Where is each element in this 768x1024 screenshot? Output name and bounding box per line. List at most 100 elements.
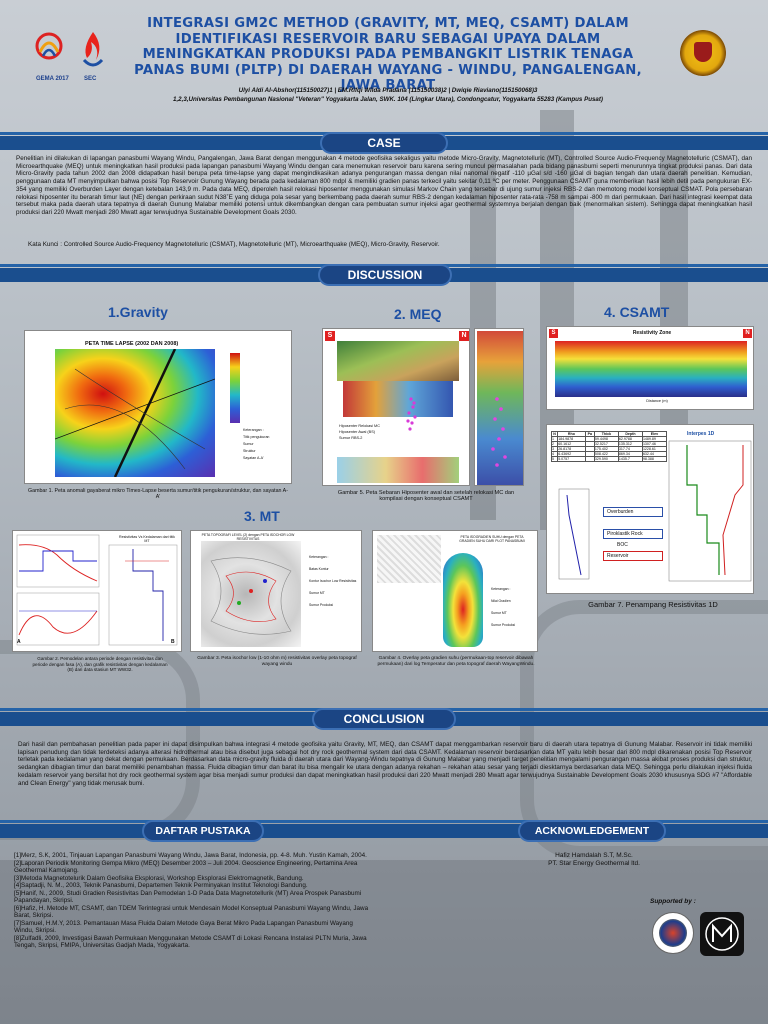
conclusion-text: Dari hasil dan pembahasan penelitian pad… <box>18 741 752 787</box>
table-cell: 98.388 <box>641 456 668 462</box>
meq-heading: 2. MEQ <box>394 306 442 322</box>
mt-heading: 3. MT <box>244 508 280 524</box>
reference-list: [1]Merz, S.K, 2001, Tinjauan Lapangan Pa… <box>14 852 370 950</box>
mt-gradient-basemap <box>377 535 441 583</box>
ack-company: PT. Star Energy Geothermal ltd. <box>548 860 640 867</box>
sec-logo-label: SEC <box>84 76 97 82</box>
csamt-caption: Gambar 7. Penampang Resistivitas 1D <box>588 600 718 609</box>
mt-fig2-caption: Gambar 2. Pemodelan antara periode denga… <box>32 656 168 673</box>
meq-profile-hypocenters <box>491 397 507 467</box>
references-heading: DAFTAR PUSTAKA <box>142 820 264 842</box>
meq-basemap <box>337 457 459 483</box>
gravity-colorbar <box>230 353 240 423</box>
csamt-distance-label: Distance (m) <box>646 399 668 403</box>
poster-header: GEMA 2017 SEC INTEGRASI GM2C METHOD (GRA… <box>0 0 768 118</box>
gema-logo-label: GEMA 2017 <box>36 76 69 82</box>
legend-item: Keterangan : <box>309 555 329 559</box>
csamt-interpes-title: Interpes 1D <box>687 431 715 437</box>
university-seal-icon <box>680 30 726 76</box>
csamt-figure-zone: S N Resistivity Zone Distance (m) <box>546 326 754 410</box>
mt-gradient-map <box>443 553 483 647</box>
meq-dir-s: S <box>325 331 335 341</box>
meq-hypocenters <box>406 397 417 431</box>
sponsor-logo-2-icon <box>700 912 744 956</box>
reference-item: [6]Hafiz, H. Metode MT, CSAMT, dan TDEM … <box>14 904 369 920</box>
reference-item: [1]Merz, S.K, 2001, Tinjauan Lapangan Pa… <box>14 852 367 859</box>
legend-item: Sumur Produksi <box>309 603 334 607</box>
sec-logo-icon <box>82 32 104 67</box>
gravity-legend: Keterangan : Titik pengukuran Sumur Stru… <box>243 427 291 462</box>
legend-item: Nilai Gradien <box>491 599 511 603</box>
csamt-table: N Rho Pa Thick Depth Elev 1 184.9878 59.… <box>550 431 668 462</box>
layer-piroklastik: Piroklastik Rock <box>603 529 663 539</box>
meq-legend: Hiposenter Relokasi MC Hiposenter Awal (… <box>339 423 380 441</box>
legend-item: Batas Kontur <box>309 567 329 571</box>
gravity-figure: PETA TIME LAPSE (2002 DAN 2008) Keterang… <box>24 330 292 484</box>
gravity-caption: Gambar 1. Peta anomali gayaberat mikro T… <box>28 488 288 501</box>
meq-figure-profile <box>474 328 524 486</box>
meq-section <box>343 381 453 417</box>
gravity-map-title: PETA TIME LAPSE (2002 DAN 2008) <box>85 341 179 347</box>
mt-curve-title: Resistivitas Vs Kedalaman dari titik MT <box>119 535 175 543</box>
acknowledgement-heading: ACKNOWLEDGEMENT <box>518 820 666 842</box>
gravity-map <box>55 349 215 477</box>
legend-item: Sumur MT <box>491 611 507 615</box>
legend-item: Keterangan : <box>491 587 511 591</box>
case-heading: CASE <box>320 132 448 154</box>
gravity-heading: 1.Gravity <box>108 304 168 320</box>
meq-legend-item: Hiposenter Relokasi MC <box>339 424 380 428</box>
meq-figure-3d: S N Hiposenter Relokasi MC Hiposenter Aw… <box>322 328 470 486</box>
csamt-dir-n: N <box>743 329 752 338</box>
case-keywords: Kata Kunci : Controlled Source Audio-Fre… <box>28 241 440 248</box>
gravity-legend-item: Sumur <box>243 442 254 446</box>
gravity-legend-item: Titik pengukuran <box>243 435 270 439</box>
table-row: 3 26.8178 175.402 317.74 1228.61 <box>550 446 668 452</box>
meq-caption: Gambar 5. Peta Sebaran Hiposenter awal d… <box>337 490 515 503</box>
layer-boc: BOC <box>617 542 628 548</box>
meq-dir-n: N <box>459 331 469 341</box>
mt-figure-gradient: PETA ISOGRADIEN SUHU dengan PETA GRADIEN… <box>372 530 538 652</box>
mt-fig3-title: PETA TOPOGRAFI LEVEL (2) dengan PETA ISO… <box>201 533 295 541</box>
reference-item: [4]Saptadji, N. M., 2003, Teknik Panasbu… <box>14 882 308 889</box>
reference-item: [7]Samuel, H.M.Y, 2013. Pemantauan Masa … <box>14 919 353 935</box>
mt-figure-curves: Resistivitas Vs Kedalaman dari titik MT … <box>12 530 182 652</box>
csamt-heading: 4. CSAMT <box>604 304 670 320</box>
csamt-dir-s: S <box>549 329 558 338</box>
gema-logo-icon <box>35 32 63 60</box>
mt-fig3-caption: Gambar 3. Peta isochor low (1-10 ohm m) … <box>197 656 357 667</box>
reference-item: [2]Laporan Periodik Monitoring Gempa Mik… <box>14 859 358 875</box>
layer-reservoir: Reservoir <box>603 551 663 561</box>
acknowledgement-block: Hafiz Hamdalah S.T, M.Sc. PT. Star Energ… <box>524 852 664 868</box>
sponsor-logo-1-icon <box>652 912 694 954</box>
mt-figure-isochor: PETA TOPOGRAFI LEVEL (2) dengan PETA ISO… <box>190 530 362 652</box>
ack-name: Hafiz Hamdalah S.T, M.Sc. <box>555 852 633 859</box>
mt-label-a: A <box>17 639 21 645</box>
mt-isochor-map <box>201 541 301 647</box>
gravity-legend-title: Keterangan : <box>243 428 264 432</box>
table-row: 5 5.0757 329.590 1435.7 98.388 <box>550 456 668 462</box>
mt-label-b: B <box>171 639 175 645</box>
table-cell: 5 <box>550 456 559 462</box>
gravity-legend-item: Sayatan A-A' <box>243 456 264 460</box>
legend-item: Kontur Isochor Low Resistivitas <box>309 579 357 583</box>
authors: Ulyi Aldi Al-Abshor(115150027)1 | EM.Rif… <box>118 86 658 104</box>
poster-title: INTEGRASI GM2C METHOD (GRAVITY, MT, MEQ,… <box>134 16 642 93</box>
mt-fig3-legend: Keterangan : Batas Kontur Kontur Isochor… <box>309 551 361 611</box>
meq-terrain <box>337 341 459 381</box>
meq-legend-item: Sumur RBS-2 <box>339 436 363 440</box>
legend-item: Sumur MT <box>309 591 325 595</box>
mt-curves <box>16 534 178 646</box>
csamt-1d-curves <box>558 440 752 582</box>
reference-item: [5]Hanif, N., 2009, Studi Gradien Resist… <box>14 889 362 905</box>
gravity-legend-item: Struktur <box>243 449 256 453</box>
reference-item: [3]Metoda Magnetotelurik Dalam Geofisika… <box>14 874 304 882</box>
csamt-figure-1d: N Rho Pa Thick Depth Elev 1 184.9878 59.… <box>546 424 754 594</box>
authors-names: Ulyi Aldi Al-Abshor(115150027)1 | EM.Rif… <box>238 87 538 94</box>
case-text: Penelitian ini dilakukan di lapangan pan… <box>16 155 752 216</box>
table-cell <box>584 456 595 462</box>
legend-item: Sumur Produksi <box>491 623 516 627</box>
discussion-heading: DISCUSSION <box>318 264 452 286</box>
reference-item: [8]Zulfadli, 2009, Investigasi Bawah Per… <box>14 934 367 950</box>
mt-fig4-title: PETA ISOGRADIEN SUHU dengan PETA GRADIEN… <box>459 535 525 543</box>
